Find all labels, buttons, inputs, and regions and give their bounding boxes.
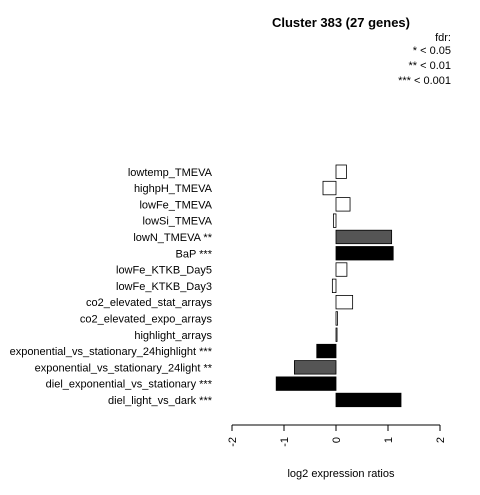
category-label-12: exponential_vs_stationary_24highlight **… [10,346,213,358]
bar-14 [275,376,337,391]
bar-3 [335,197,351,212]
bar-7 [335,262,348,277]
x-axis-label: log2 expression ratios [287,468,395,480]
bar-10 [335,311,338,326]
bar-4 [332,213,337,228]
category-label-5: lowN_TMEVA ** [133,232,212,244]
bar-5 [335,229,393,245]
category-label-4: lowSi_TMEVA [143,216,213,228]
bar-8 [331,278,337,294]
bar-13 [293,360,337,375]
bar-12 [316,343,337,359]
category-label-13: exponential_vs_stationary_24light ** [35,362,213,374]
bar-6 [335,246,394,261]
category-label-1: lowtemp_TMEVA [128,167,213,179]
x-tick-label-1: -2 [227,437,239,447]
category-label-15: diel_light_vs_dark *** [108,395,213,407]
bar-9 [335,294,354,310]
category-label-6: BaP *** [176,248,213,260]
legend-entry-1: * < 0.05 [413,45,451,57]
category-label-8: lowFe_KTKB_Day3 [116,281,212,293]
x-tick-label-5: 2 [435,437,447,443]
category-label-10: co2_elevated_expo_arrays [80,313,213,325]
x-tick-label-4: 1 [383,437,395,443]
category-labels: lowtemp_TMEVA highpH_TMEVA lowFe_TMEVA lowS… [10,167,213,407]
legend-entry-2: ** < 0.01 [408,60,451,72]
category-label-2: highpH_TMEVA [134,183,213,195]
category-label-9: co2_elevated_stat_arrays [86,297,212,309]
chart-title: Cluster 383 (27 genes) [272,15,410,30]
bar-15 [335,392,402,408]
x-tick-label-3: 0 [331,437,343,443]
category-label-11: highlight_arrays [134,330,212,342]
bars-group [275,164,402,408]
category-label-3: lowFe_TMEVA [139,199,212,211]
bar-2 [322,180,337,196]
legend: fdr: * < 0.05 ** < 0.01 *** < 0.001 [398,32,451,87]
legend-title: fdr: [435,32,451,44]
category-label-14: diel_exponential_vs_stationary *** [46,379,213,391]
bar-11 [335,327,338,342]
category-label-7: lowFe_KTKB_Day5 [116,265,212,277]
legend-entry-3: *** < 0.001 [398,75,451,87]
x-axis: -2 -1 0 1 2 [227,424,447,447]
x-tick-label-2: -1 [279,437,291,447]
bar-1 [335,164,347,179]
